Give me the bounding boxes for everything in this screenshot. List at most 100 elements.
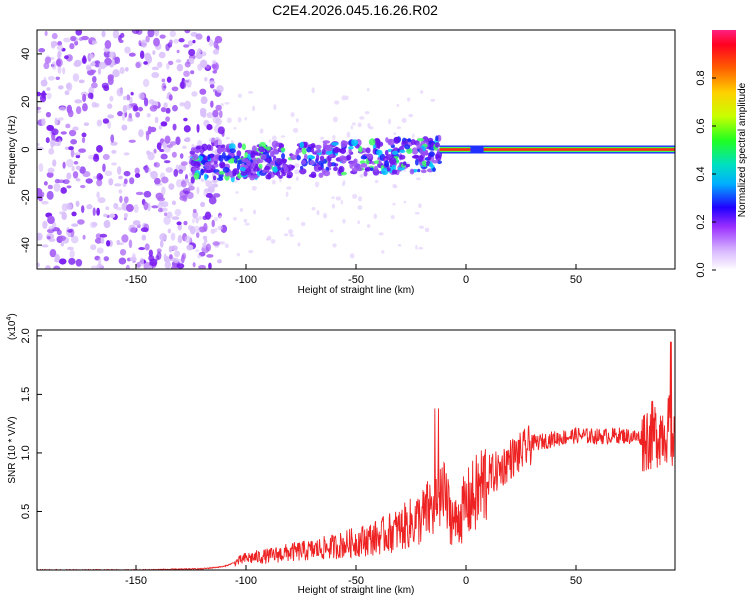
spectrogram-band-blob — [406, 147, 413, 154]
spectrogram-noise-blob — [112, 30, 120, 39]
spectrogram-noise-blob — [87, 92, 94, 99]
spectrogram-band-blob — [405, 163, 411, 168]
spectrogram-noise-blob — [57, 117, 64, 121]
spectrogram-noise-blob — [64, 90, 70, 96]
svg-text:(x104): (x104) — [6, 313, 18, 340]
spectrogram-faint-blob — [358, 196, 363, 202]
spectrogram-noise-blob — [210, 100, 214, 108]
spectrogram-noise-blob — [114, 56, 121, 65]
spectrogram-noise-blob — [173, 169, 179, 177]
spectrogram-noise-blob — [67, 232, 72, 238]
spectrogram-noise-blob — [71, 165, 75, 172]
spectrogram-faint-blob — [396, 103, 400, 108]
spectrogram-noise-blob — [113, 202, 119, 210]
spectrogram-noise-blob — [54, 253, 60, 263]
spectrogram-noise-blob — [74, 152, 81, 156]
spectrogram-noise-blob — [165, 167, 173, 173]
spectrogram-noise-blob — [154, 30, 160, 37]
spectrogram-noise-blob — [50, 40, 58, 47]
spectrogram-noise-blob — [41, 200, 49, 205]
spectrogram-noise-blob — [99, 233, 108, 238]
spectrogram-faint-blob — [300, 221, 306, 227]
spectrogram-band-blob — [290, 154, 298, 160]
snr-x-tick-label: 50 — [570, 575, 582, 587]
spectrogram-noise-blob — [179, 153, 184, 159]
spectrogram-noise-blob — [72, 126, 79, 131]
spectrogram-faint-blob — [214, 216, 218, 222]
spectrogram-band-blob — [407, 138, 411, 142]
snr-y-label: SNR (10 * V/V) — [7, 416, 18, 483]
spectrogram-noise-blob — [82, 93, 87, 103]
spectrogram-noise-blob — [133, 204, 139, 213]
spectrogram-faint-blob — [334, 100, 340, 105]
spectrogram-noise-blob — [133, 105, 139, 112]
spectrogram-band-blob — [435, 154, 442, 161]
spectrogram-band-blob — [273, 145, 277, 152]
spectrogram-noise-blob — [138, 40, 142, 47]
spectrogram-band-blob — [229, 148, 236, 154]
spectrogram-noise-blob — [62, 179, 70, 185]
spectrogram-noise-blob — [54, 138, 60, 142]
spectrogram-noise-blob — [130, 227, 137, 233]
spectrogram-noise-blob — [131, 30, 140, 34]
spectrogram-noise-blob — [175, 136, 181, 146]
spectrogram-noise-blob — [200, 96, 208, 105]
spectrogram-band-blob — [434, 142, 440, 148]
spectrogram-band-blob — [348, 146, 354, 150]
spectrogram-band-blob — [301, 147, 307, 155]
spectrogram-band-blob — [272, 166, 279, 173]
spectrogram-faint-blob — [332, 116, 338, 123]
spectrogram-noise-blob — [68, 257, 76, 265]
spectrogram-faint-blob — [244, 116, 248, 121]
spectrogram-noise-blob — [180, 161, 188, 166]
spectrogram-noise-blob — [135, 191, 144, 196]
spectrogram-band-blob — [411, 155, 420, 159]
spectrogram-noise-blob — [69, 43, 75, 50]
spectrogram-faint-blob — [393, 132, 397, 136]
spectrogram-band-blob — [203, 173, 208, 181]
spectrogram-faint-blob — [288, 228, 294, 235]
snr-y-tick-label: 1.5 — [20, 387, 32, 402]
spectrogram-noise-blob — [109, 213, 116, 218]
spectrogram-band-blob — [428, 151, 435, 158]
spectrogram-band-blob — [384, 149, 389, 156]
colorbar-label: Normalized spectral amplitude — [737, 82, 748, 217]
spectrogram-band-blob — [416, 142, 421, 150]
spectrogram-noise-blob — [46, 171, 54, 178]
spectrogram-band-blob — [326, 144, 333, 152]
spectrogram-noise-blob — [41, 244, 49, 248]
spectrogram-noise-blob — [51, 128, 59, 136]
spectrogram-noise-blob — [181, 145, 187, 149]
spectrogram-noise-blob — [173, 38, 179, 44]
spectrogram-band-blob — [389, 157, 397, 165]
spectrogram-faint-blob — [235, 191, 239, 194]
spectrogram-faint-blob — [219, 215, 222, 219]
spectrogram-faint-blob — [342, 218, 346, 224]
spectrogram-marks — [37, 30, 675, 269]
spectrogram-faint-blob — [368, 126, 374, 130]
spectrogram-band-blob — [414, 158, 419, 166]
spectrogram-noise-blob — [64, 55, 69, 60]
spectrogram-noise-blob — [215, 104, 222, 111]
spectrogram-noise-blob — [109, 51, 115, 59]
spectrogram-noise-blob — [97, 67, 102, 75]
spectrogram-noise-blob — [91, 101, 97, 108]
spectrogram-band-blob — [399, 154, 406, 160]
spectrogram-noise-blob — [96, 247, 104, 254]
spectrogram-noise-blob — [67, 246, 74, 251]
spectrogram-band-blob — [340, 156, 347, 164]
spectrogram-x-tick-label: 0 — [463, 274, 469, 286]
spectrogram-noise-blob — [108, 178, 114, 186]
spectrogram-noise-blob — [176, 221, 182, 226]
spectrogram-faint-blob — [224, 243, 229, 249]
spectrogram-faint-blob — [283, 233, 289, 237]
spectrogram-x-tick-label: -50 — [348, 274, 364, 286]
spectrogram-noise-blob — [119, 195, 123, 203]
spectrogram-noise-blob — [170, 245, 178, 251]
spectrogram-noise-blob — [159, 200, 164, 205]
spectrogram-band-blob — [299, 141, 305, 149]
spectrogram-noise-blob — [96, 145, 103, 153]
spectrogram-noise-blob — [151, 128, 156, 132]
spectrogram-noise-blob — [145, 132, 150, 141]
spectrogram-faint-blob — [248, 249, 254, 254]
